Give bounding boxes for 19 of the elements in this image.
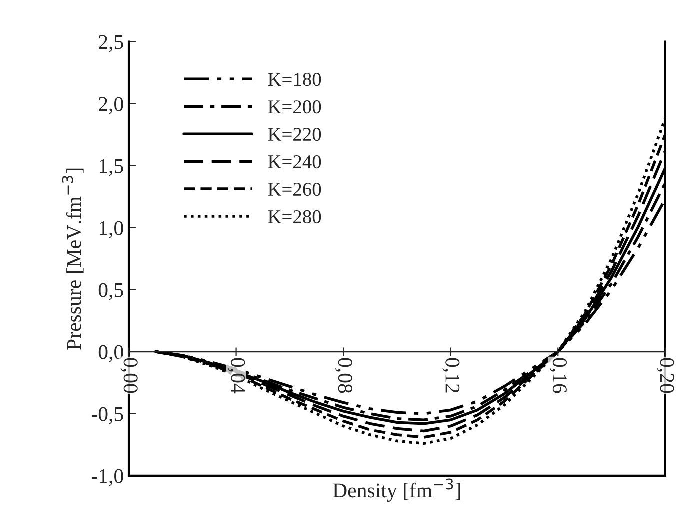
legend-label: K=180 (268, 73, 322, 86)
y-axis-title: Pressure [MeV.fm$^{−3}$] (62, 168, 84, 350)
x-tick-label: 0,12 (442, 358, 460, 393)
y-tick-label: -0,5 (92, 407, 124, 424)
y-tick-label: -1,0 (92, 469, 124, 486)
legend-label: K=240 (268, 155, 322, 169)
x-axis-title: Density [fm$^{−3}$] (333, 478, 460, 502)
legend-label: K=280 (268, 210, 322, 224)
x-tick-label: 0,20 (657, 358, 674, 394)
legend-label: K=220 (268, 128, 322, 142)
legend-label: K=260 (268, 182, 322, 196)
y-tick-label: 2,0 (99, 97, 124, 114)
y-tick-label: 0,5 (98, 283, 124, 300)
legend-label: K=200 (268, 100, 322, 114)
y-tick-label: 2,5 (99, 35, 124, 52)
x-tick-label: 0,16 (550, 358, 567, 394)
y-tick-label: 1,0 (100, 221, 124, 238)
x-tick-label: 0,08 (335, 358, 352, 394)
y-tick-label: 1,5 (100, 159, 124, 176)
